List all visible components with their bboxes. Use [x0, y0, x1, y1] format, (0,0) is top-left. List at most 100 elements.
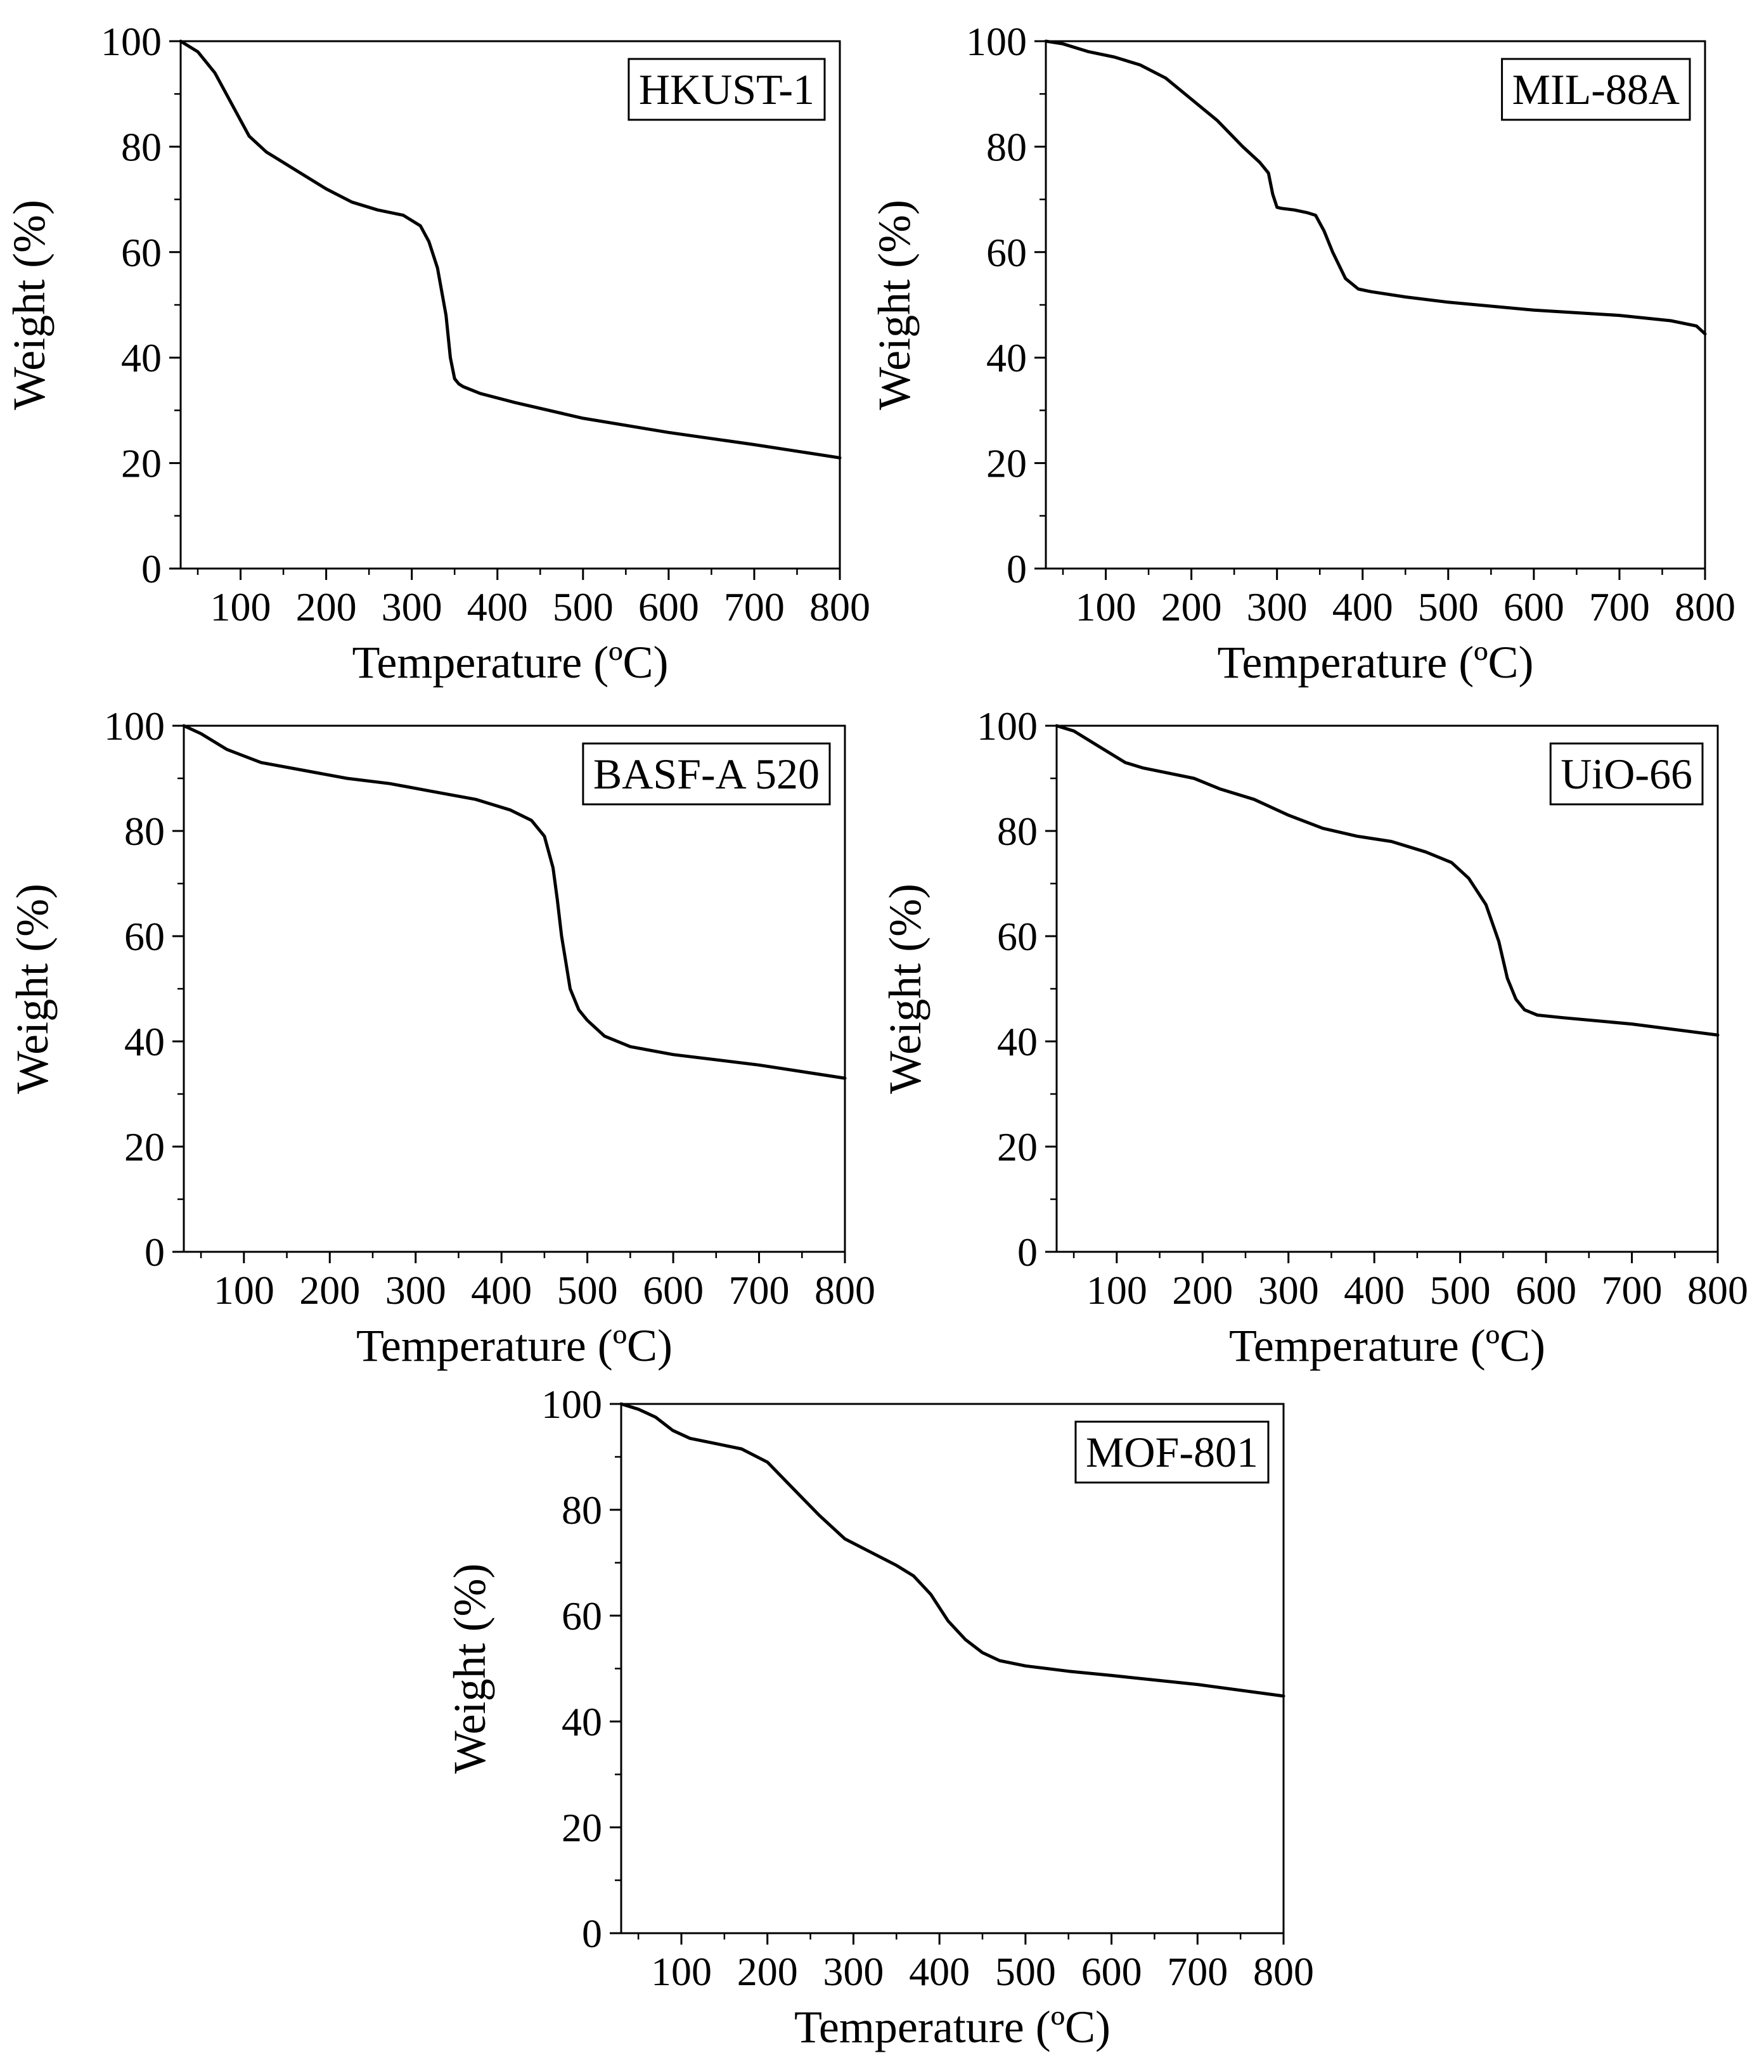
y-tick-label: 80 [124, 809, 165, 854]
x-tick-label: 800 [1253, 1949, 1314, 1994]
x-tick-label: 500 [1418, 584, 1479, 629]
x-tick-label: 200 [737, 1949, 798, 1994]
x-axis-title: Temperature (ºC) [356, 1320, 673, 1371]
x-tick-label: 200 [1172, 1268, 1233, 1313]
x-tick-label: 700 [1167, 1949, 1228, 1994]
y-tick-label: 100 [541, 1382, 602, 1427]
y-tick-label: 0 [582, 1911, 602, 1956]
x-tick-label: 700 [724, 584, 785, 629]
series-line-hkust-1 [179, 39, 842, 460]
x-axis-title: Temperature (ºC) [794, 2002, 1111, 2052]
y-axis-title: Weight (%) [4, 200, 55, 410]
y-tick-label: 0 [1017, 1230, 1038, 1275]
x-tick-label: 400 [1332, 584, 1393, 629]
sample-label-box [1074, 1420, 1270, 1484]
y-tick-label: 100 [966, 19, 1027, 64]
y-tick-label: 20 [562, 1805, 602, 1850]
x-axis-title: Temperature (ºC) [1217, 637, 1533, 688]
x-tick-label: 200 [1161, 584, 1222, 629]
x-tick-label: 500 [995, 1949, 1056, 1994]
chart-uio-66: 100 200 300 400 500 600 700 800 0 20 40 60 80 100 Temp… [880, 704, 1748, 1371]
x-tick-label: 800 [1675, 584, 1735, 629]
x-tick-label: 600 [638, 584, 699, 629]
x-tick-label: 800 [814, 1268, 875, 1313]
y-axis-title: Weight (%) [444, 1563, 495, 1773]
series-line-uio-66 [1055, 724, 1720, 1037]
y-tick-label: 20 [121, 441, 162, 486]
sample-label: UiO-66 [1561, 750, 1692, 798]
x-tick-label: 500 [553, 584, 614, 629]
x-tick-label: 100 [1076, 584, 1136, 629]
y-tick-label: 60 [562, 1593, 602, 1638]
x-axis-title: Temperature (ºC) [352, 637, 668, 688]
x-tick-label: 400 [467, 584, 528, 629]
y-tick-label: 100 [104, 704, 165, 749]
x-tick-label: 200 [299, 1268, 360, 1313]
x-tick-label: 300 [382, 584, 442, 629]
x-tick-label: 700 [1589, 584, 1650, 629]
x-tick-label: 300 [385, 1268, 446, 1313]
sample-label: BASF-A 520 [593, 750, 820, 798]
y-tick-label: 20 [986, 441, 1027, 486]
sample-label-box [628, 58, 826, 121]
x-axis-title: Temperature (ºC) [1229, 1320, 1545, 1371]
x-tick-label: 500 [557, 1268, 618, 1313]
chart-basf-a-520: 100 200 300 400 500 600 700 800 0 20 40 60 80 100 Temp… [7, 704, 875, 1371]
x-tick-label: 400 [471, 1268, 532, 1313]
x-tick-label: 800 [1687, 1268, 1748, 1313]
x-tick-label: 100 [651, 1949, 712, 1994]
y-tick-label: 0 [141, 546, 162, 591]
y-tick-label: 40 [997, 1019, 1038, 1064]
x-tick-label: 700 [729, 1268, 790, 1313]
x-tick-label: 100 [214, 1268, 274, 1313]
sample-label: MOF-801 [1086, 1428, 1258, 1476]
x-tick-label: 100 [1086, 1268, 1147, 1313]
x-tick-label: 600 [1516, 1268, 1576, 1313]
y-axis-title: Weight (%) [869, 200, 920, 410]
series-line-basf-a-520 [182, 724, 847, 1080]
chart-mil-88a: 100 200 300 400 500 600 700 800 0 20 40 60 80 100 Temp… [869, 19, 1735, 688]
sample-label-box [1501, 58, 1691, 121]
x-tick-label: 300 [1247, 584, 1308, 629]
x-tick-label: 300 [1258, 1268, 1319, 1313]
sample-label: MIL-88A [1512, 65, 1680, 113]
y-tick-label: 100 [977, 704, 1038, 749]
sample-label-box [582, 742, 831, 806]
y-tick-label: 80 [562, 1488, 602, 1533]
chart-hkust-1: 100 200 300 400 500 600 700 800 0 20 40 60 80 100 Temp… [4, 19, 870, 688]
sample-label-box [1549, 742, 1704, 806]
chart-mof-801: 100 200 300 400 500 600 700 800 0 20 40 60 80 100 Temp… [444, 1382, 1314, 2052]
series-line-mof-801 [619, 1402, 1285, 1698]
x-tick-label: 100 [210, 584, 271, 629]
x-tick-label: 800 [809, 584, 870, 629]
x-tick-label: 400 [1344, 1268, 1405, 1313]
x-tick-label: 600 [1081, 1949, 1142, 1994]
y-axis-title: Weight (%) [880, 884, 930, 1094]
y-tick-label: 80 [997, 809, 1038, 854]
y-tick-label: 0 [145, 1230, 165, 1275]
y-tick-label: 60 [124, 914, 165, 959]
y-tick-label: 60 [997, 914, 1038, 959]
y-tick-label: 80 [986, 124, 1027, 169]
y-tick-label: 40 [986, 335, 1027, 380]
y-tick-label: 40 [124, 1019, 165, 1064]
y-tick-label: 60 [986, 230, 1027, 275]
y-tick-label: 40 [562, 1699, 602, 1744]
x-tick-label: 700 [1602, 1268, 1663, 1313]
y-axis-title: Weight (%) [7, 884, 58, 1094]
y-tick-label: 100 [101, 19, 162, 64]
y-tick-label: 60 [121, 230, 162, 275]
y-tick-label: 40 [121, 335, 162, 380]
x-tick-label: 600 [1503, 584, 1564, 629]
x-tick-label: 600 [643, 1268, 704, 1313]
x-tick-label: 400 [909, 1949, 970, 1994]
x-tick-label: 200 [296, 584, 357, 629]
y-tick-label: 20 [124, 1124, 165, 1169]
y-tick-label: 80 [121, 124, 162, 169]
x-tick-label: 500 [1430, 1268, 1491, 1313]
y-tick-label: 20 [997, 1124, 1038, 1169]
x-tick-label: 300 [823, 1949, 884, 1994]
series-line-mil-88a [1044, 39, 1707, 336]
y-tick-label: 0 [1007, 546, 1027, 591]
